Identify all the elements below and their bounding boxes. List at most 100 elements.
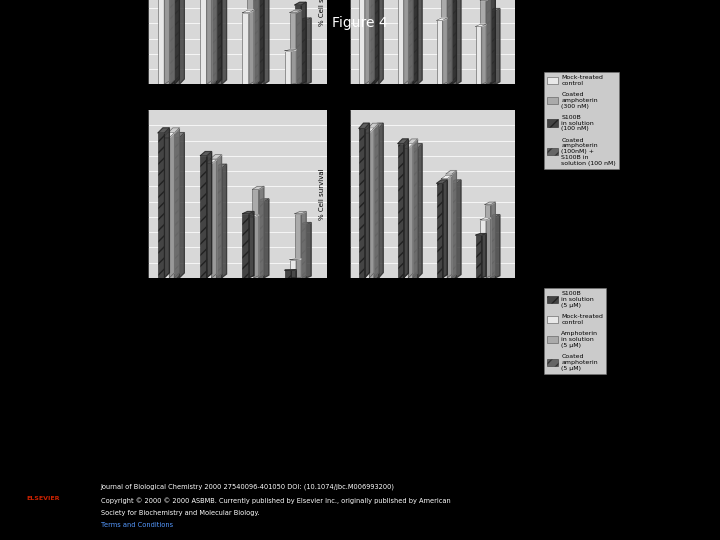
Polygon shape [456, 180, 461, 278]
Polygon shape [437, 180, 447, 183]
Legend: Mock-treated
control, Coated
amphoterin
(300 nM), S100B
in solution
(100 nM), Co: Mock-treated control, Coated amphoterin … [544, 72, 619, 169]
Polygon shape [482, 234, 486, 278]
Bar [248, 0, 254, 84]
Polygon shape [179, 133, 184, 278]
Y-axis label: % Cell survival: % Cell survival [117, 168, 123, 220]
Bar [173, 138, 179, 278]
Polygon shape [212, 0, 217, 84]
Bar [446, 174, 452, 278]
Polygon shape [443, 18, 447, 84]
Text: Society for Biochemistry and Molecular Biology.: Society for Biochemistry and Molecular B… [101, 510, 259, 516]
Polygon shape [490, 215, 500, 217]
Bar [210, 159, 217, 278]
Bar [490, 11, 495, 84]
Bar [412, 148, 418, 278]
Bar [253, 190, 259, 278]
Polygon shape [491, 0, 495, 84]
Polygon shape [264, 0, 269, 84]
Polygon shape [300, 18, 311, 21]
Bar [476, 26, 482, 84]
Bar [289, 260, 296, 278]
Polygon shape [476, 234, 486, 235]
Bar [485, 205, 491, 278]
Polygon shape [495, 215, 500, 278]
Polygon shape [404, 0, 408, 84]
Polygon shape [259, 0, 264, 84]
Polygon shape [249, 10, 254, 84]
Text: ELSEVIER: ELSEVIER [27, 496, 60, 501]
Polygon shape [408, 144, 413, 278]
Bar [412, 0, 418, 84]
Bar [368, 129, 374, 278]
Polygon shape [379, 123, 383, 278]
Polygon shape [301, 2, 306, 84]
Bar [173, 0, 179, 84]
Bar [285, 51, 291, 84]
Polygon shape [369, 128, 374, 278]
Polygon shape [374, 123, 379, 278]
Bar [437, 183, 443, 278]
Text: B: B [134, 284, 145, 299]
Polygon shape [301, 212, 306, 278]
Polygon shape [174, 0, 179, 84]
Polygon shape [164, 128, 169, 278]
Polygon shape [174, 128, 179, 278]
Polygon shape [173, 133, 184, 138]
Bar [158, 0, 164, 84]
Polygon shape [413, 139, 418, 278]
Text: A: A [134, 63, 145, 78]
Polygon shape [168, 128, 179, 133]
Bar [407, 144, 413, 278]
Bar [163, 138, 169, 278]
Polygon shape [404, 139, 408, 278]
Polygon shape [243, 212, 254, 214]
Polygon shape [402, 144, 413, 148]
Bar [407, 0, 413, 84]
Bar [490, 217, 495, 278]
Polygon shape [243, 10, 254, 12]
Bar [294, 214, 301, 278]
Title: RAGEΔcyto: RAGEΔcyto [405, 98, 459, 108]
Polygon shape [456, 0, 461, 84]
Bar [248, 217, 254, 278]
Bar [168, 0, 174, 84]
Polygon shape [207, 0, 212, 84]
Polygon shape [169, 0, 174, 84]
Polygon shape [212, 159, 217, 278]
Polygon shape [222, 164, 227, 278]
Polygon shape [369, 0, 374, 84]
Bar [480, 1, 486, 84]
Bar [402, 148, 408, 278]
Polygon shape [486, 0, 491, 84]
Polygon shape [365, 0, 369, 84]
Polygon shape [412, 144, 422, 148]
Bar [300, 225, 306, 278]
Bar [210, 0, 217, 84]
Polygon shape [486, 218, 491, 278]
Bar [402, 0, 408, 84]
Bar [258, 201, 264, 278]
Polygon shape [258, 199, 269, 201]
Y-axis label: % Cell survival: % Cell survival [117, 0, 123, 26]
Polygon shape [169, 133, 174, 278]
Polygon shape [207, 152, 212, 278]
Polygon shape [158, 128, 169, 133]
Legend: S100B
in solution
(5 μM), Mock-treated
control, Amphoterin
in solution
(5 μM), C: S100B in solution (5 μM), Mock-treated c… [544, 288, 606, 374]
Polygon shape [289, 10, 301, 12]
Polygon shape [447, 0, 452, 84]
Bar [398, 0, 404, 84]
Bar [476, 235, 482, 278]
Text: Copyright © 2000 © 2000 ASBMB. Currently published by Elsevier Inc., originally : Copyright © 2000 © 2000 ASBMB. Currently… [101, 497, 451, 504]
Polygon shape [451, 180, 461, 183]
Polygon shape [452, 171, 456, 278]
Polygon shape [215, 164, 227, 168]
Bar [446, 0, 452, 84]
Bar [163, 0, 169, 84]
Polygon shape [285, 50, 296, 51]
Bar [451, 183, 456, 278]
Polygon shape [248, 215, 259, 217]
Bar [243, 214, 249, 278]
Bar [289, 12, 296, 84]
Bar [441, 0, 447, 84]
Bar [300, 21, 306, 84]
